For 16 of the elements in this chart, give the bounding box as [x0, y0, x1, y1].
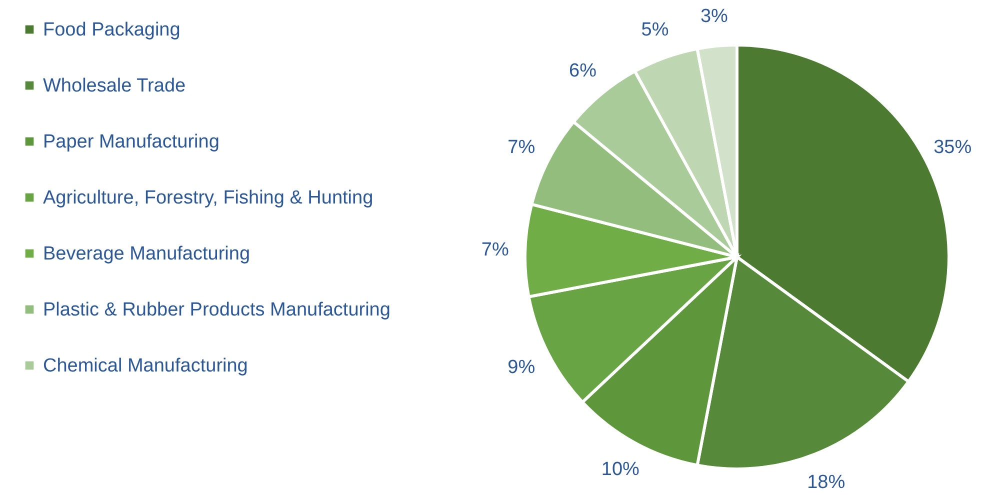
legend-label: Agriculture, Forestry, Fishing & Hunting [43, 188, 374, 208]
data-label: 3% [700, 6, 728, 28]
data-label: 18% [807, 472, 846, 494]
data-label: 5% [641, 19, 669, 40]
legend-label: Chemical Manufacturing [43, 356, 248, 376]
legend-label: Plastic & Rubber Products Manufacturing [43, 300, 390, 320]
legend-label: Beverage Manufacturing [43, 244, 250, 264]
legend-label: Food Packaging [43, 20, 180, 40]
data-label: 7% [508, 137, 536, 158]
data-label: 6% [569, 60, 597, 82]
legend-label: Wholesale Trade [43, 76, 186, 96]
data-label: 10% [601, 459, 640, 480]
data-label: 9% [508, 356, 536, 378]
data-label: 35% [934, 137, 972, 158]
legend-label: Paper Manufacturing [43, 132, 220, 152]
data-label: 7% [481, 239, 509, 260]
